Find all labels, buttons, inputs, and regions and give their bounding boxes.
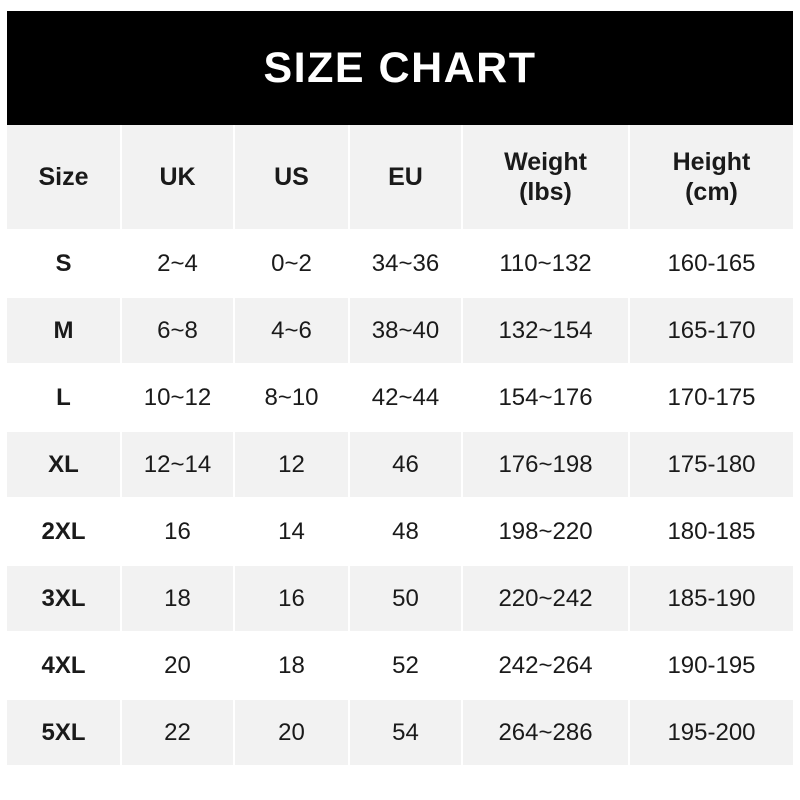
- cell-eu: 52: [350, 633, 463, 700]
- cell-height: 165-170: [630, 298, 793, 365]
- cell-height: 175-180: [630, 432, 793, 499]
- cell-uk: 12~14: [122, 432, 235, 499]
- cell-eu: 34~36: [350, 231, 463, 298]
- cell-uk: 22: [122, 700, 235, 767]
- cell-eu: 46: [350, 432, 463, 499]
- cell-size: 3XL: [7, 566, 122, 633]
- cell-us: 14: [235, 499, 350, 566]
- column-header-weight: Weight (lbs): [463, 125, 630, 231]
- cell-weight: 264~286: [463, 700, 630, 767]
- cell-uk: 10~12: [122, 365, 235, 432]
- cell-uk: 16: [122, 499, 235, 566]
- table-row: M 6~8 4~6 38~40 132~154 165-170: [7, 298, 793, 365]
- cell-weight: 220~242: [463, 566, 630, 633]
- table-row: L 10~12 8~10 42~44 154~176 170-175: [7, 365, 793, 432]
- column-header-size: Size: [7, 125, 122, 231]
- table-row: 3XL 18 16 50 220~242 185-190: [7, 566, 793, 633]
- cell-height: 180-185: [630, 499, 793, 566]
- cell-size: XL: [7, 432, 122, 499]
- cell-us: 20: [235, 700, 350, 767]
- table-body: S 2~4 0~2 34~36 110~132 160-165 M 6~8 4~…: [7, 231, 793, 767]
- column-header-eu-line1: EU: [388, 162, 423, 191]
- cell-size: S: [7, 231, 122, 298]
- cell-height: 170-175: [630, 365, 793, 432]
- column-header-us: US: [235, 125, 350, 231]
- table-row: XL 12~14 12 46 176~198 175-180: [7, 432, 793, 499]
- cell-weight: 198~220: [463, 499, 630, 566]
- cell-size: 2XL: [7, 499, 122, 566]
- column-header-height-line1: Height: [672, 147, 751, 176]
- cell-weight: 110~132: [463, 231, 630, 298]
- title-banner: SIZE CHART: [7, 11, 793, 125]
- table-row: S 2~4 0~2 34~36 110~132 160-165: [7, 231, 793, 298]
- cell-height: 185-190: [630, 566, 793, 633]
- cell-eu: 42~44: [350, 365, 463, 432]
- cell-eu: 48: [350, 499, 463, 566]
- cell-weight: 154~176: [463, 365, 630, 432]
- column-header-eu: EU: [350, 125, 463, 231]
- cell-eu: 38~40: [350, 298, 463, 365]
- cell-us: 12: [235, 432, 350, 499]
- column-header-height-line2: (cm): [685, 178, 738, 206]
- cell-uk: 20: [122, 633, 235, 700]
- cell-us: 4~6: [235, 298, 350, 365]
- column-header-weight-line2: (lbs): [519, 178, 572, 206]
- table-row: 2XL 16 14 48 198~220 180-185: [7, 499, 793, 566]
- column-header-uk-line1: UK: [159, 162, 196, 191]
- size-chart-table: Size UK US EU Weight (lbs) Height (cm): [7, 125, 793, 767]
- column-header-height: Height (cm): [630, 125, 793, 231]
- cell-us: 8~10: [235, 365, 350, 432]
- cell-size: L: [7, 365, 122, 432]
- column-header-us-line1: US: [274, 162, 309, 191]
- cell-weight: 132~154: [463, 298, 630, 365]
- cell-uk: 2~4: [122, 231, 235, 298]
- cell-uk: 18: [122, 566, 235, 633]
- column-header-size-line1: Size: [38, 162, 89, 191]
- cell-us: 0~2: [235, 231, 350, 298]
- cell-weight: 176~198: [463, 432, 630, 499]
- cell-eu: 50: [350, 566, 463, 633]
- cell-us: 16: [235, 566, 350, 633]
- cell-size: 5XL: [7, 700, 122, 767]
- cell-height: 160-165: [630, 231, 793, 298]
- cell-size: 4XL: [7, 633, 122, 700]
- cell-size: M: [7, 298, 122, 365]
- table-row: 5XL 22 20 54 264~286 195-200: [7, 700, 793, 767]
- column-header-weight-line1: Weight: [504, 147, 587, 176]
- table-header: Size UK US EU Weight (lbs) Height (cm): [7, 125, 793, 231]
- cell-us: 18: [235, 633, 350, 700]
- cell-height: 195-200: [630, 700, 793, 767]
- cell-weight: 242~264: [463, 633, 630, 700]
- cell-uk: 6~8: [122, 298, 235, 365]
- column-header-uk: UK: [122, 125, 235, 231]
- cell-height: 190-195: [630, 633, 793, 700]
- table-row: 4XL 20 18 52 242~264 190-195: [7, 633, 793, 700]
- table-header-row: Size UK US EU Weight (lbs) Height (cm): [7, 125, 793, 231]
- page-title: SIZE CHART: [263, 43, 537, 92]
- cell-eu: 54: [350, 700, 463, 767]
